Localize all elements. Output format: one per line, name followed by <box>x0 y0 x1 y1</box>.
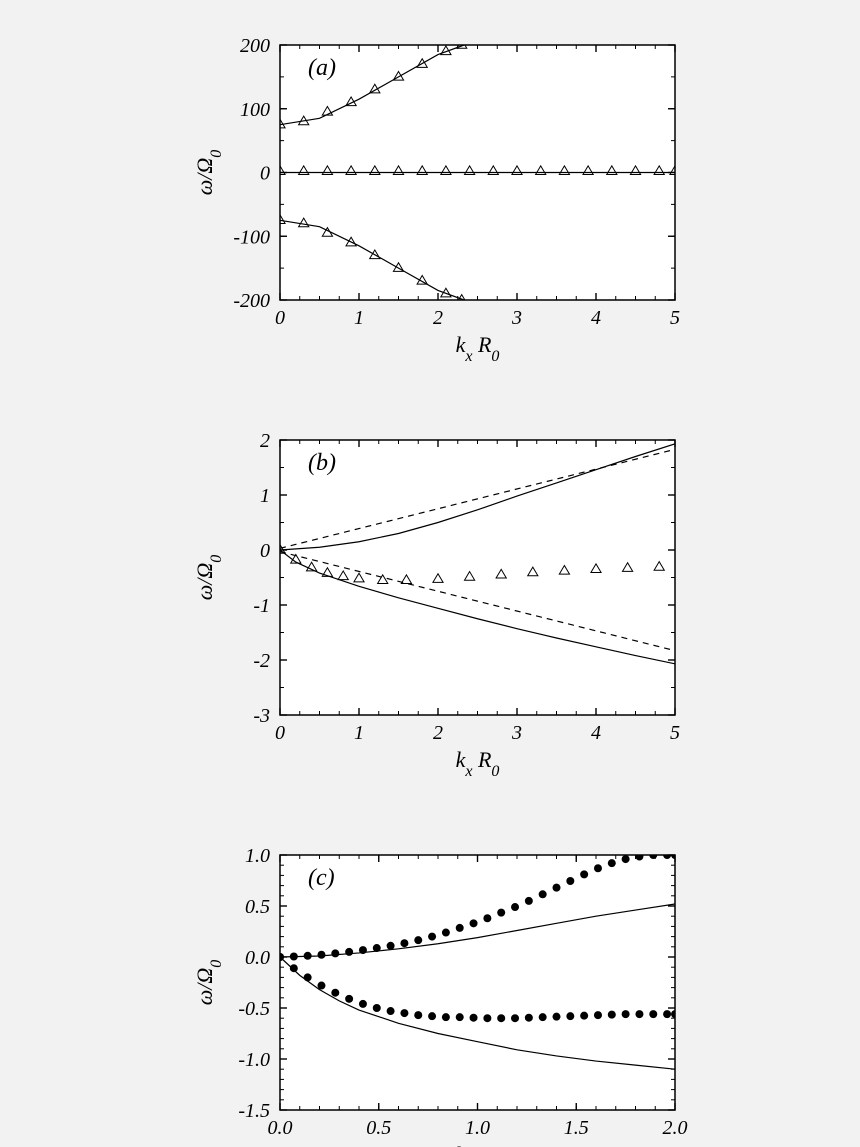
y-tick-label: -1.5 <box>238 1100 270 1122</box>
x-tick-label: 5 <box>670 722 680 744</box>
y-tick-label: 1.0 <box>245 845 270 867</box>
x-tick-label: 4 <box>591 722 601 744</box>
x-tick-label: 2 <box>433 307 443 329</box>
panel-label: (c) <box>308 865 335 891</box>
y-tick-label: -3 <box>253 705 270 727</box>
y-tick-label: 1 <box>260 485 270 507</box>
plots-svg: 012345-200-1000100200(a)kx R0ω/Ω0012345-… <box>0 0 860 1147</box>
figure: 012345-200-1000100200(a)kx R0ω/Ω0012345-… <box>0 0 860 1147</box>
x-tick-label: 3 <box>511 722 522 744</box>
panel-label: (b) <box>308 450 336 476</box>
y-tick-label: -100 <box>233 226 270 248</box>
y-tick-label: 200 <box>240 35 270 57</box>
y-tick-label: -1.0 <box>238 1049 270 1071</box>
y-tick-label: 2 <box>260 430 270 452</box>
y-tick-label: -0.5 <box>238 998 270 1020</box>
y-tick-label: -200 <box>233 290 270 312</box>
x-tick-label: 1.5 <box>564 1117 589 1139</box>
y-tick-label: 0.5 <box>245 896 270 918</box>
x-tick-label: 2.0 <box>663 1117 688 1139</box>
x-tick-label: 0 <box>275 722 285 744</box>
x-tick-label: 0.5 <box>366 1117 391 1139</box>
x-tick-label: 1 <box>354 307 364 329</box>
x-tick-label: 3 <box>511 307 522 329</box>
y-tick-label: 100 <box>240 99 270 121</box>
y-tick-label: 0.0 <box>245 947 270 969</box>
y-tick-label: -2 <box>253 650 270 672</box>
x-tick-label: 4 <box>591 307 601 329</box>
x-tick-label: 0.0 <box>268 1117 293 1139</box>
y-tick-label: 0 <box>260 540 270 562</box>
x-tick-label: 1.0 <box>465 1117 490 1139</box>
x-tick-label: 1 <box>354 722 364 744</box>
x-tick-label: 0 <box>275 307 285 329</box>
x-tick-label: 5 <box>670 307 680 329</box>
panel-label: (a) <box>308 55 336 81</box>
y-tick-label: 0 <box>260 163 270 185</box>
y-tick-label: -1 <box>253 595 270 617</box>
x-tick-label: 2 <box>433 722 443 744</box>
